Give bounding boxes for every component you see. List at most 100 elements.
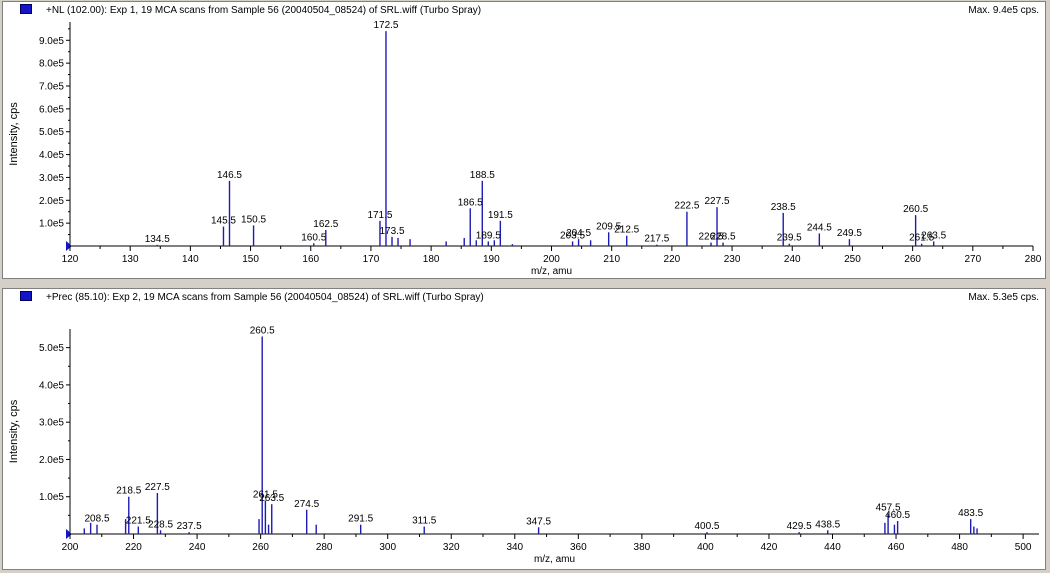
spectrum-chart-1[interactable]: 120 130 140 150 160 170 180 190 200 210 220 230 240 2… (3, 2, 1045, 278)
spectrum-panel-1: +NL (102.00): Exp 1, 19 MCA scans from S… (2, 1, 1046, 279)
y-axis-label: Intensity, cps (8, 399, 20, 463)
peak-label: 227.5 (705, 196, 730, 207)
panel-title: +Prec (85.10): Exp 2, 19 MCA scans from … (46, 292, 484, 303)
x-tick-label: 130 (122, 254, 139, 265)
x-tick-label: 440 (824, 542, 841, 553)
x-tick-label: 170 (363, 254, 380, 265)
x-tick-label: 200 (543, 254, 560, 265)
peak-label: 457.5 (876, 503, 901, 514)
peak-label: 172.5 (373, 20, 398, 31)
peak-label: 429.5 (787, 521, 812, 532)
x-tick-label: 220 (664, 254, 681, 265)
x-tick-label: 230 (724, 254, 741, 265)
y-tick-label: 4.0e5 (39, 380, 64, 391)
y-tick-label: 2.0e5 (39, 196, 64, 207)
x-tick-label: 120 (62, 254, 79, 265)
x-tick-label: 180 (423, 254, 440, 265)
y-tick-label: 8.0e5 (39, 59, 64, 70)
x-axis-label: m/z, amu (534, 554, 575, 565)
peak-label: 186.5 (458, 197, 483, 208)
y-tick-label: 2.0e5 (39, 455, 64, 466)
x-tick-label: 320 (443, 542, 460, 553)
x-tick-label: 190 (483, 254, 500, 265)
peak-label: 173.5 (379, 226, 404, 237)
y-tick-label: 3.0e5 (39, 173, 64, 184)
x-tick-label: 380 (634, 542, 651, 553)
peak-label: 218.5 (116, 486, 141, 497)
peak-label: 134.5 (145, 234, 170, 245)
y-tick-label: 3.0e5 (39, 418, 64, 429)
peak-label: 260.5 (903, 204, 928, 215)
peak-label: 291.5 (348, 514, 373, 525)
y-tick-label: 4.0e5 (39, 150, 64, 161)
peak-label: 260.5 (250, 325, 275, 336)
peak-label: 145.5 (211, 216, 236, 227)
peak-label: 274.5 (294, 499, 319, 510)
peak-label: 203.5 (560, 230, 585, 241)
peak-label: 263.5 (921, 230, 946, 241)
peak-label: 261.5 (253, 489, 278, 500)
x-tick-label: 280 (1025, 254, 1042, 265)
peak-label: 191.5 (488, 210, 513, 221)
y-tick-label: 1.0e5 (39, 219, 64, 230)
y-tick-label: 1.0e5 (39, 492, 64, 503)
y-tick-label: 9.0e5 (39, 36, 64, 47)
peak-label: 438.5 (815, 519, 840, 530)
peak-label: 460.5 (885, 510, 910, 521)
x-tick-label: 400 (697, 542, 714, 553)
panel-header: +Prec (85.10): Exp 2, 19 MCA scans from … (3, 289, 1045, 307)
axis-origin-marker (66, 529, 72, 539)
x-tick-label: 340 (506, 542, 523, 553)
x-tick-label: 480 (951, 542, 968, 553)
x-tick-label: 150 (242, 254, 259, 265)
peak-label: 226.5 (698, 232, 723, 243)
x-axis-label: m/z, amu (531, 266, 572, 277)
peak-label: 189.5 (476, 230, 501, 241)
peak-label: 222.5 (674, 201, 699, 212)
peak-label: 209.5 (596, 221, 621, 232)
peak-label: 263.5 (259, 493, 284, 504)
trace-color-marker[interactable] (20, 291, 32, 301)
max-intensity: Max. 5.3e5 cps. (968, 292, 1039, 303)
peak-label: 188.5 (470, 170, 495, 181)
x-tick-label: 240 (784, 254, 801, 265)
panel-title: +NL (102.00): Exp 1, 19 MCA scans from S… (46, 5, 482, 16)
x-tick-label: 210 (603, 254, 620, 265)
peak-label: 400.5 (694, 521, 719, 532)
panel-header: +NL (102.00): Exp 1, 19 MCA scans from S… (3, 2, 1045, 20)
peak-label: 228.5 (711, 232, 736, 243)
peak-label: 311.5 (412, 516, 437, 527)
peak-label: 160.5 (301, 232, 326, 243)
peak-label: 208.5 (84, 514, 109, 525)
x-tick-label: 160 (302, 254, 319, 265)
y-tick-label: 6.0e5 (39, 104, 64, 115)
trace-color-marker[interactable] (20, 4, 32, 14)
peak-label: 150.5 (241, 214, 266, 225)
y-tick-label: 5.0e5 (39, 127, 64, 138)
peak-label: 483.5 (958, 508, 983, 519)
x-tick-label: 200 (62, 542, 79, 553)
x-tick-label: 250 (844, 254, 861, 265)
x-tick-label: 240 (189, 542, 206, 553)
axis-origin-marker (66, 241, 72, 251)
peak-label: 217.5 (644, 234, 669, 245)
peak-label: 347.5 (526, 516, 551, 527)
peak-label: 238.5 (771, 202, 796, 213)
spectrum-chart-2[interactable]: 200 220 240 260 280 300 320 340 360 380 400 420 440 4… (3, 289, 1045, 569)
peak-label: 261.5 (909, 233, 934, 244)
x-tick-label: 420 (761, 542, 778, 553)
peak-label: 221.5 (126, 516, 151, 527)
peak-label: 244.5 (807, 222, 832, 233)
x-tick-label: 280 (316, 542, 333, 553)
y-axis-label: Intensity, cps (8, 102, 20, 166)
x-tick-label: 460 (888, 542, 905, 553)
peak-label: 228.5 (148, 519, 173, 530)
peak-label: 239.5 (777, 233, 802, 244)
peak-label: 162.5 (313, 219, 338, 230)
x-tick-label: 220 (125, 542, 142, 553)
peak-label: 171.5 (367, 210, 392, 221)
peak-label: 249.5 (837, 228, 862, 239)
x-tick-label: 500 (1015, 542, 1032, 553)
x-tick-label: 270 (964, 254, 981, 265)
x-tick-label: 140 (182, 254, 199, 265)
